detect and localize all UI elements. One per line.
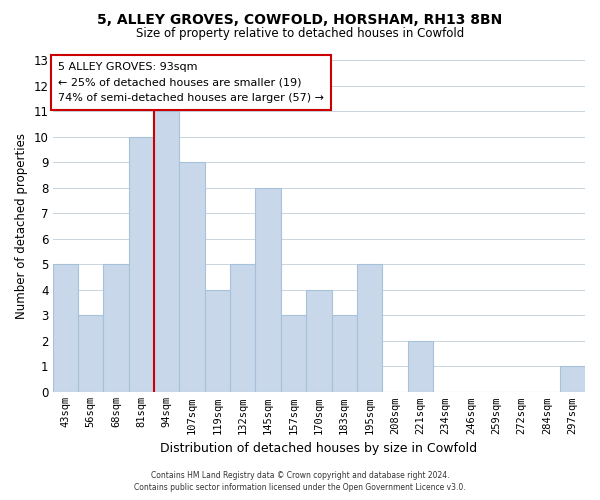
X-axis label: Distribution of detached houses by size in Cowfold: Distribution of detached houses by size … (160, 442, 478, 455)
Text: 5 ALLEY GROVES: 93sqm
← 25% of detached houses are smaller (19)
74% of semi-deta: 5 ALLEY GROVES: 93sqm ← 25% of detached … (58, 62, 324, 103)
Bar (78, 316, 103, 392)
Bar (230, 264, 256, 392)
Bar (256, 188, 281, 392)
Bar (332, 316, 357, 392)
Bar (306, 290, 332, 392)
Bar (205, 290, 230, 392)
Text: 5, ALLEY GROVES, COWFOLD, HORSHAM, RH13 8BN: 5, ALLEY GROVES, COWFOLD, HORSHAM, RH13 … (97, 12, 503, 26)
Bar (154, 111, 179, 392)
Bar (560, 366, 585, 392)
Y-axis label: Number of detached properties: Number of detached properties (15, 133, 28, 319)
Bar (103, 264, 129, 392)
Text: Contains HM Land Registry data © Crown copyright and database right 2024.
Contai: Contains HM Land Registry data © Crown c… (134, 471, 466, 492)
Bar (281, 316, 306, 392)
Bar (129, 136, 154, 392)
Bar (357, 264, 382, 392)
Bar (407, 341, 433, 392)
Text: Size of property relative to detached houses in Cowfold: Size of property relative to detached ho… (136, 28, 464, 40)
Bar (53, 264, 78, 392)
Bar (179, 162, 205, 392)
